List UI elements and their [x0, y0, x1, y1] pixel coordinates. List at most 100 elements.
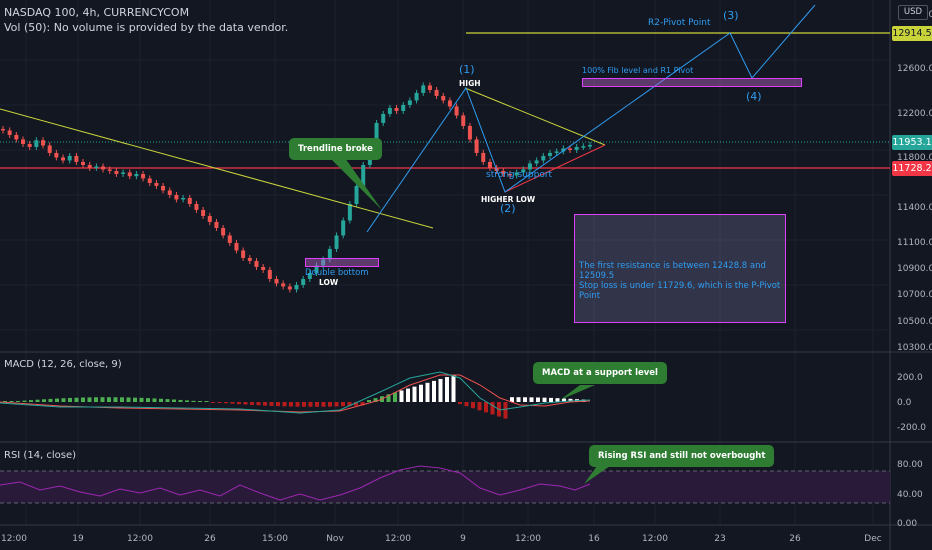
rsi-callout-pointer [584, 466, 610, 484]
wave-3-label[interactable]: (3) [723, 9, 739, 22]
macd-histogram [3, 375, 586, 419]
candle-body [381, 113, 386, 123]
candle-body [187, 197, 192, 204]
candle-body [101, 166, 106, 170]
r2-pivot-label[interactable]: R2-Pivot Point [648, 18, 711, 28]
macd-bar [308, 402, 313, 407]
candle-body [87, 164, 92, 168]
macd-bar [464, 402, 469, 407]
symbol-title[interactable]: NASDAQ 100, 4h, CURRENCYCOM [4, 6, 190, 19]
macd-bar [94, 397, 98, 402]
double-bottom-label[interactable]: Double bottom [305, 268, 369, 278]
candle-body [534, 160, 539, 164]
candle-body [321, 259, 326, 266]
candle-body [27, 143, 32, 147]
candle-body [307, 272, 312, 279]
candle-body [127, 172, 132, 177]
macd-bar [289, 402, 293, 407]
macd-bar [237, 402, 241, 405]
macd-bar [165, 399, 170, 402]
candle-body [547, 152, 552, 156]
triangle-upper-line[interactable] [464, 87, 606, 146]
low-label[interactable]: LOW [319, 278, 339, 287]
macd-bar [185, 400, 189, 402]
time-tick-label: 12:00 [642, 534, 668, 544]
elliott-wave-projection[interactable] [366, 4, 816, 233]
macd-bar [367, 400, 371, 402]
candle-body [281, 283, 286, 287]
macd-bar [87, 397, 92, 402]
candle-body [407, 100, 412, 105]
candle-body [354, 185, 359, 204]
price-tick-label: 11100.0 [897, 238, 932, 248]
candle-body [134, 173, 139, 177]
descending-trendline[interactable] [0, 108, 434, 229]
wave-1-label[interactable]: (1) [459, 63, 475, 76]
volume-label[interactable]: Vol (50): No volume is provided by the d… [4, 21, 289, 34]
candlestick-series[interactable] [1, 82, 592, 293]
macd-bar [224, 402, 228, 404]
macd-tick-label: 0.0 [897, 398, 912, 408]
double-bottom-zone[interactable] [305, 258, 379, 267]
macd-bar [425, 382, 430, 402]
price-tick-label: 11800.0 [897, 153, 932, 163]
fib-level-label[interactable]: 100% Fib level and R1 Pivot [582, 66, 694, 75]
rsi-band [0, 471, 890, 503]
macd-bar [282, 402, 287, 407]
macd-bar [269, 402, 274, 406]
currency-label[interactable]: USD [898, 5, 928, 20]
macd-bar [198, 401, 202, 402]
macd-bar [29, 400, 33, 402]
trendline-callout[interactable]: Trendline broke [289, 138, 382, 160]
candle-body [274, 278, 279, 284]
candle-body [261, 266, 266, 270]
macd-pane-label[interactable]: MACD (12, 26, close, 9) [4, 359, 122, 370]
macd-bar [16, 401, 20, 402]
macd-bar [302, 402, 306, 407]
time-tick-label: 15:00 [262, 534, 288, 544]
high-label[interactable]: HIGH [459, 79, 481, 88]
macd-bar [250, 402, 254, 405]
macd-bar [178, 399, 183, 402]
macd-bar [406, 388, 410, 402]
wave-2-label[interactable]: (2) [500, 202, 516, 215]
last-price-tag: 11953.1 [892, 135, 932, 150]
rsi-tick-label: 80.00 [897, 460, 923, 470]
time-tick-label: 12:00 [127, 534, 153, 544]
macd-bar [386, 394, 391, 402]
candle-body [247, 257, 252, 261]
macd-bar [3, 401, 7, 402]
candle-body [294, 284, 299, 290]
macd-bar [42, 399, 46, 402]
candle-body [221, 227, 226, 236]
candle-body [387, 107, 392, 114]
time-tick-label: 12:00 [1, 534, 27, 544]
candle-body [54, 152, 59, 158]
macd-callout[interactable]: MACD at a support level [533, 362, 667, 384]
candle-body [588, 145, 592, 147]
macd-bar [555, 398, 560, 402]
macd-bar [295, 402, 300, 407]
macd-bar [256, 402, 261, 406]
candle-body [461, 115, 466, 126]
macd-bar [263, 402, 267, 406]
candle-body [401, 104, 406, 111]
rsi-tick-label: 40.00 [897, 490, 923, 500]
fib-r1-zone[interactable] [582, 78, 802, 87]
info-note-box[interactable]: The first resistance is between 12428.8 … [574, 214, 786, 323]
rsi-pane-label[interactable]: RSI (14, close) [4, 450, 77, 461]
macd-bar [68, 397, 72, 402]
strong-support-label[interactable]: strong support [486, 170, 553, 180]
candle-body [47, 145, 52, 153]
higher-low-label[interactable]: HIGHER LOW [481, 195, 536, 204]
macd-bar [48, 398, 53, 402]
macd-bar [315, 402, 319, 407]
rsi-callout[interactable]: Rising RSI and still not overbought [589, 445, 775, 467]
triangle-lower-line[interactable] [504, 144, 606, 193]
price-tick-label: 10700.0 [897, 290, 932, 300]
price-tick-label: 12200.0 [897, 109, 932, 119]
wave-4-label[interactable]: (4) [746, 90, 762, 103]
candle-body [447, 100, 452, 107]
macd-bar [373, 398, 378, 402]
